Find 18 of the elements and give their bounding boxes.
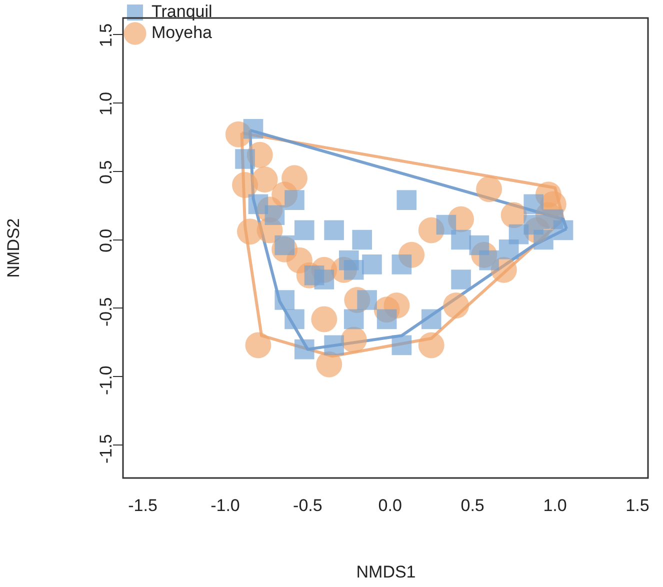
legend-label: Moyeha [152,23,213,42]
y-tick-label: 0.0 [96,228,116,252]
y-tick-label: -1.5 [96,434,116,464]
x-tick-label: -1.5 [128,496,158,515]
x-tick-label: -1.0 [210,496,240,515]
y-tick-label: -1.0 [96,366,116,395]
y-tick-label: 1.0 [96,92,116,116]
y-tick-label: 0.5 [96,160,116,184]
x-tick-label: 0.0 [378,496,402,515]
x-tick-label: 0.5 [460,496,484,515]
y-tick-label: 1.5 [96,23,116,48]
x-axis-title: NMDS1 [356,562,416,582]
legend-label: Tranquil [152,2,212,22]
y-tick-label: -0.5 [96,297,116,327]
x-tick-label: 1.0 [543,496,567,515]
y-axis-title: NMDS2 [4,218,23,278]
x-tick-label: 1.5 [626,496,650,515]
x-tick-label: -0.5 [293,496,322,515]
